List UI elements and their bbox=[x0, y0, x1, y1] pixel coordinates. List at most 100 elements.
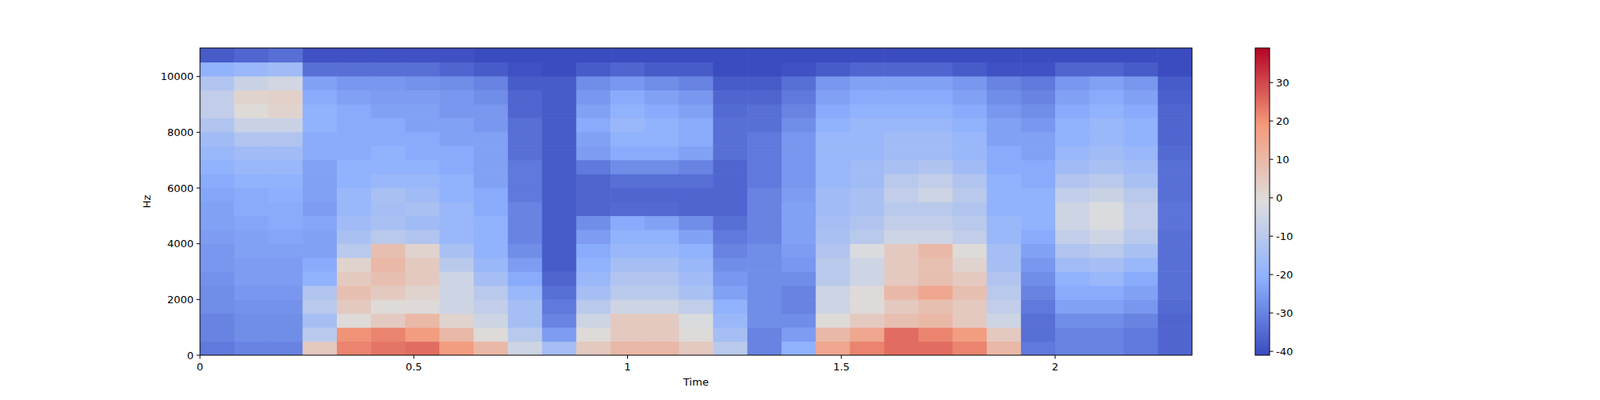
plot-frame bbox=[200, 48, 1192, 356]
cell bbox=[542, 48, 577, 63]
cell bbox=[644, 173, 680, 188]
cell bbox=[610, 313, 645, 328]
cell bbox=[884, 271, 919, 286]
cell bbox=[302, 117, 337, 132]
cell bbox=[816, 104, 851, 119]
cell bbox=[1020, 89, 1056, 104]
cell bbox=[1089, 229, 1124, 244]
cell bbox=[200, 341, 235, 356]
cell bbox=[1055, 257, 1090, 272]
cell bbox=[473, 327, 508, 342]
cell bbox=[986, 188, 1021, 203]
cell bbox=[986, 201, 1021, 216]
cell bbox=[918, 215, 953, 230]
cell bbox=[439, 145, 474, 160]
cell bbox=[884, 327, 919, 342]
cell bbox=[1157, 257, 1192, 272]
cell bbox=[644, 61, 680, 76]
cell bbox=[1089, 173, 1124, 188]
cell bbox=[679, 201, 714, 216]
cell bbox=[576, 188, 611, 203]
cell bbox=[884, 243, 919, 258]
cell bbox=[439, 89, 474, 104]
cell bbox=[781, 145, 816, 160]
cell bbox=[816, 327, 851, 342]
cell bbox=[952, 145, 988, 160]
cell bbox=[1055, 188, 1090, 203]
cell bbox=[644, 327, 680, 342]
cell bbox=[508, 160, 543, 175]
cell bbox=[679, 271, 714, 286]
cell bbox=[849, 145, 884, 160]
cell bbox=[302, 271, 337, 286]
cell bbox=[200, 160, 235, 175]
cell bbox=[200, 243, 235, 258]
cell bbox=[986, 89, 1021, 104]
cell bbox=[371, 173, 406, 188]
cell bbox=[576, 271, 611, 286]
cell bbox=[712, 327, 748, 342]
cell bbox=[542, 341, 577, 356]
cell bbox=[1157, 215, 1192, 230]
cell bbox=[302, 243, 337, 258]
cell bbox=[1123, 257, 1158, 272]
cell bbox=[576, 89, 611, 104]
cell bbox=[302, 188, 337, 203]
cell bbox=[884, 215, 919, 230]
cell bbox=[302, 104, 337, 119]
cell bbox=[747, 117, 782, 132]
cell bbox=[336, 313, 372, 328]
cell bbox=[610, 132, 645, 147]
cell bbox=[234, 117, 269, 132]
x-tick-label: 1.5 bbox=[832, 360, 850, 373]
colorbar-tick-label: -30 bbox=[1276, 307, 1293, 320]
cell bbox=[1020, 313, 1056, 328]
cell bbox=[712, 76, 748, 91]
cell bbox=[508, 48, 543, 63]
cell bbox=[781, 48, 816, 63]
cell bbox=[405, 201, 440, 216]
cell bbox=[816, 61, 851, 76]
cell bbox=[302, 341, 337, 356]
cell bbox=[473, 313, 508, 328]
cell bbox=[849, 76, 884, 91]
cell bbox=[610, 285, 645, 300]
cell bbox=[302, 160, 337, 175]
cell bbox=[679, 117, 714, 132]
cell bbox=[576, 48, 611, 63]
cell bbox=[371, 104, 406, 119]
x-tick bbox=[1054, 355, 1056, 360]
cell bbox=[1123, 271, 1158, 286]
cell bbox=[952, 313, 988, 328]
cell bbox=[1157, 341, 1192, 356]
cell bbox=[781, 243, 816, 258]
cell bbox=[1055, 341, 1090, 356]
cell bbox=[200, 61, 235, 76]
cell bbox=[1089, 104, 1124, 119]
y-tick bbox=[196, 188, 201, 189]
cell bbox=[405, 173, 440, 188]
cell bbox=[200, 76, 235, 91]
cell bbox=[849, 48, 884, 63]
cell bbox=[1089, 188, 1124, 203]
cell bbox=[986, 229, 1021, 244]
cell bbox=[439, 173, 474, 188]
cell bbox=[816, 76, 851, 91]
cell bbox=[918, 132, 953, 147]
cell bbox=[1157, 61, 1192, 76]
cell bbox=[816, 89, 851, 104]
colorbar-tick-label: -40 bbox=[1276, 345, 1293, 358]
cell bbox=[849, 117, 884, 132]
cell bbox=[1089, 271, 1124, 286]
cell bbox=[849, 188, 884, 203]
cell bbox=[1157, 327, 1192, 342]
cell bbox=[952, 132, 988, 147]
cell bbox=[336, 243, 372, 258]
cell bbox=[1055, 327, 1090, 342]
cell bbox=[405, 215, 440, 230]
cell bbox=[1055, 215, 1090, 230]
cell bbox=[1089, 285, 1124, 300]
cell bbox=[234, 145, 269, 160]
cell bbox=[234, 76, 269, 91]
y-tick-label: 10000 bbox=[160, 70, 194, 83]
